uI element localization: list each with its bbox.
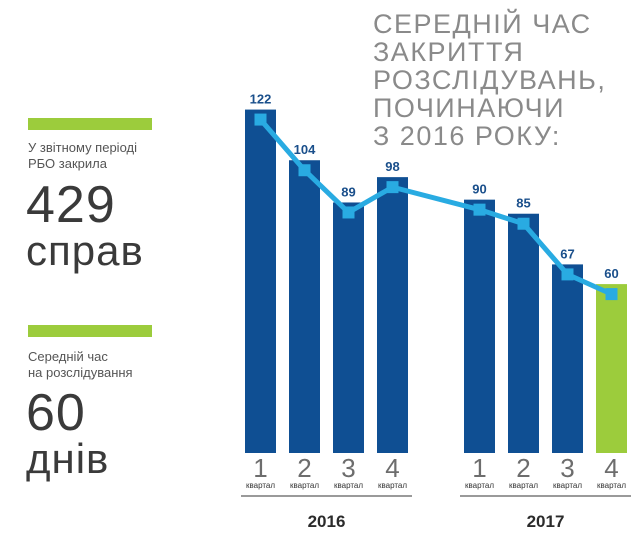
trend-marker-2017-q1 — [473, 203, 486, 216]
stat2-caption-line1: Середній час — [28, 349, 108, 364]
quarter-number-2016-1: 1 — [253, 453, 267, 483]
stat1-number: 429 — [26, 176, 116, 234]
bar-2016-q4 — [377, 177, 408, 453]
quarter-label-2016-2: квартал — [290, 481, 319, 490]
quarter-number-2016-3: 3 — [341, 453, 355, 483]
quarter-number-2016-2: 2 — [297, 453, 311, 483]
trend-marker-2016-q3 — [342, 206, 355, 219]
trend-line — [258, 117, 613, 297]
bar-2017-q1 — [464, 199, 495, 453]
bar-2017-q4 — [596, 284, 627, 453]
quarter-label-2017-1: квартал — [465, 481, 494, 490]
chart-title-line-1: СЕРЕДНІЙ ЧАС — [373, 9, 592, 39]
year-label-2017: 2017 — [527, 512, 565, 531]
quarter-label-2017-4: квартал — [597, 481, 626, 490]
chart-title-line-2: ЗАКРИТТЯ — [373, 37, 525, 67]
trend-marker-2016-q4 — [386, 181, 399, 194]
stat2-unit: днів — [26, 435, 110, 482]
stat2-accent-bar — [28, 325, 152, 337]
bar-2017-q2 — [508, 213, 539, 453]
chart-title: СЕРЕДНІЙ ЧАС ЗАКРИТТЯ РОЗСЛІДУВАНЬ, ПОЧИ… — [373, 10, 633, 150]
quarter-label-2017-3: квартал — [553, 481, 582, 490]
stat1-caption: У звітному періоді РБО закрила — [28, 140, 188, 172]
value-label-2017-q4: 60 — [604, 266, 618, 281]
quarter-label-2016-1: квартал — [246, 481, 275, 490]
chart-title-line-3: РОЗСЛІДУВАНЬ, — [373, 65, 607, 95]
value-label-2016-q1: 122 — [250, 92, 272, 107]
bar-2017-q3 — [552, 264, 583, 453]
quarter-number-2016-4: 4 — [385, 453, 399, 483]
value-label-2017-q2: 85 — [516, 196, 530, 211]
value-label-2016-q3: 89 — [341, 184, 355, 199]
chart-title-line-5: З 2016 РОКУ: — [373, 121, 561, 151]
value-label-2017-q3: 67 — [560, 246, 574, 261]
trend-marker-2017-q2 — [517, 217, 530, 230]
quarter-label-2016-4: квартал — [378, 481, 407, 490]
value-label-2016-q2: 104 — [294, 142, 316, 157]
chart-title-line-4: ПОЧИНАЮЧИ — [373, 93, 566, 123]
trend-marker-2016-q2 — [298, 164, 311, 177]
year-label-2016: 2016 — [308, 512, 346, 531]
trend-marker-2017-q4 — [605, 288, 618, 301]
quarter-number-2017-3: 3 — [560, 453, 574, 483]
stat2-number: 60 — [26, 384, 86, 442]
stat1-accent-bar — [28, 118, 152, 130]
stat1-unit: справ — [26, 227, 144, 274]
quarter-number-2017-2: 2 — [516, 453, 530, 483]
bar-2016-q2 — [289, 160, 320, 454]
stat2-caption-line2: на розслідування — [28, 365, 133, 380]
stat2-caption: Середній час на розслідування — [28, 349, 188, 381]
quarter-label-2016-3: квартал — [334, 481, 363, 490]
quarter-number-2017-1: 1 — [472, 453, 486, 483]
value-label-2016-q4: 98 — [385, 159, 399, 174]
stat1-caption-line1: У звітному періоді — [28, 140, 137, 155]
value-label-2017-q1: 90 — [472, 182, 486, 197]
bar-2016-q3 — [333, 202, 364, 453]
stat1-caption-line2: РБО закрила — [28, 156, 107, 171]
quarter-number-2017-4: 4 — [604, 453, 618, 483]
bar-2016-q1 — [245, 109, 276, 453]
quarter-label-2017-2: квартал — [509, 481, 538, 490]
trend-marker-2016-q1 — [254, 113, 267, 126]
trend-marker-2017-q3 — [561, 268, 574, 281]
